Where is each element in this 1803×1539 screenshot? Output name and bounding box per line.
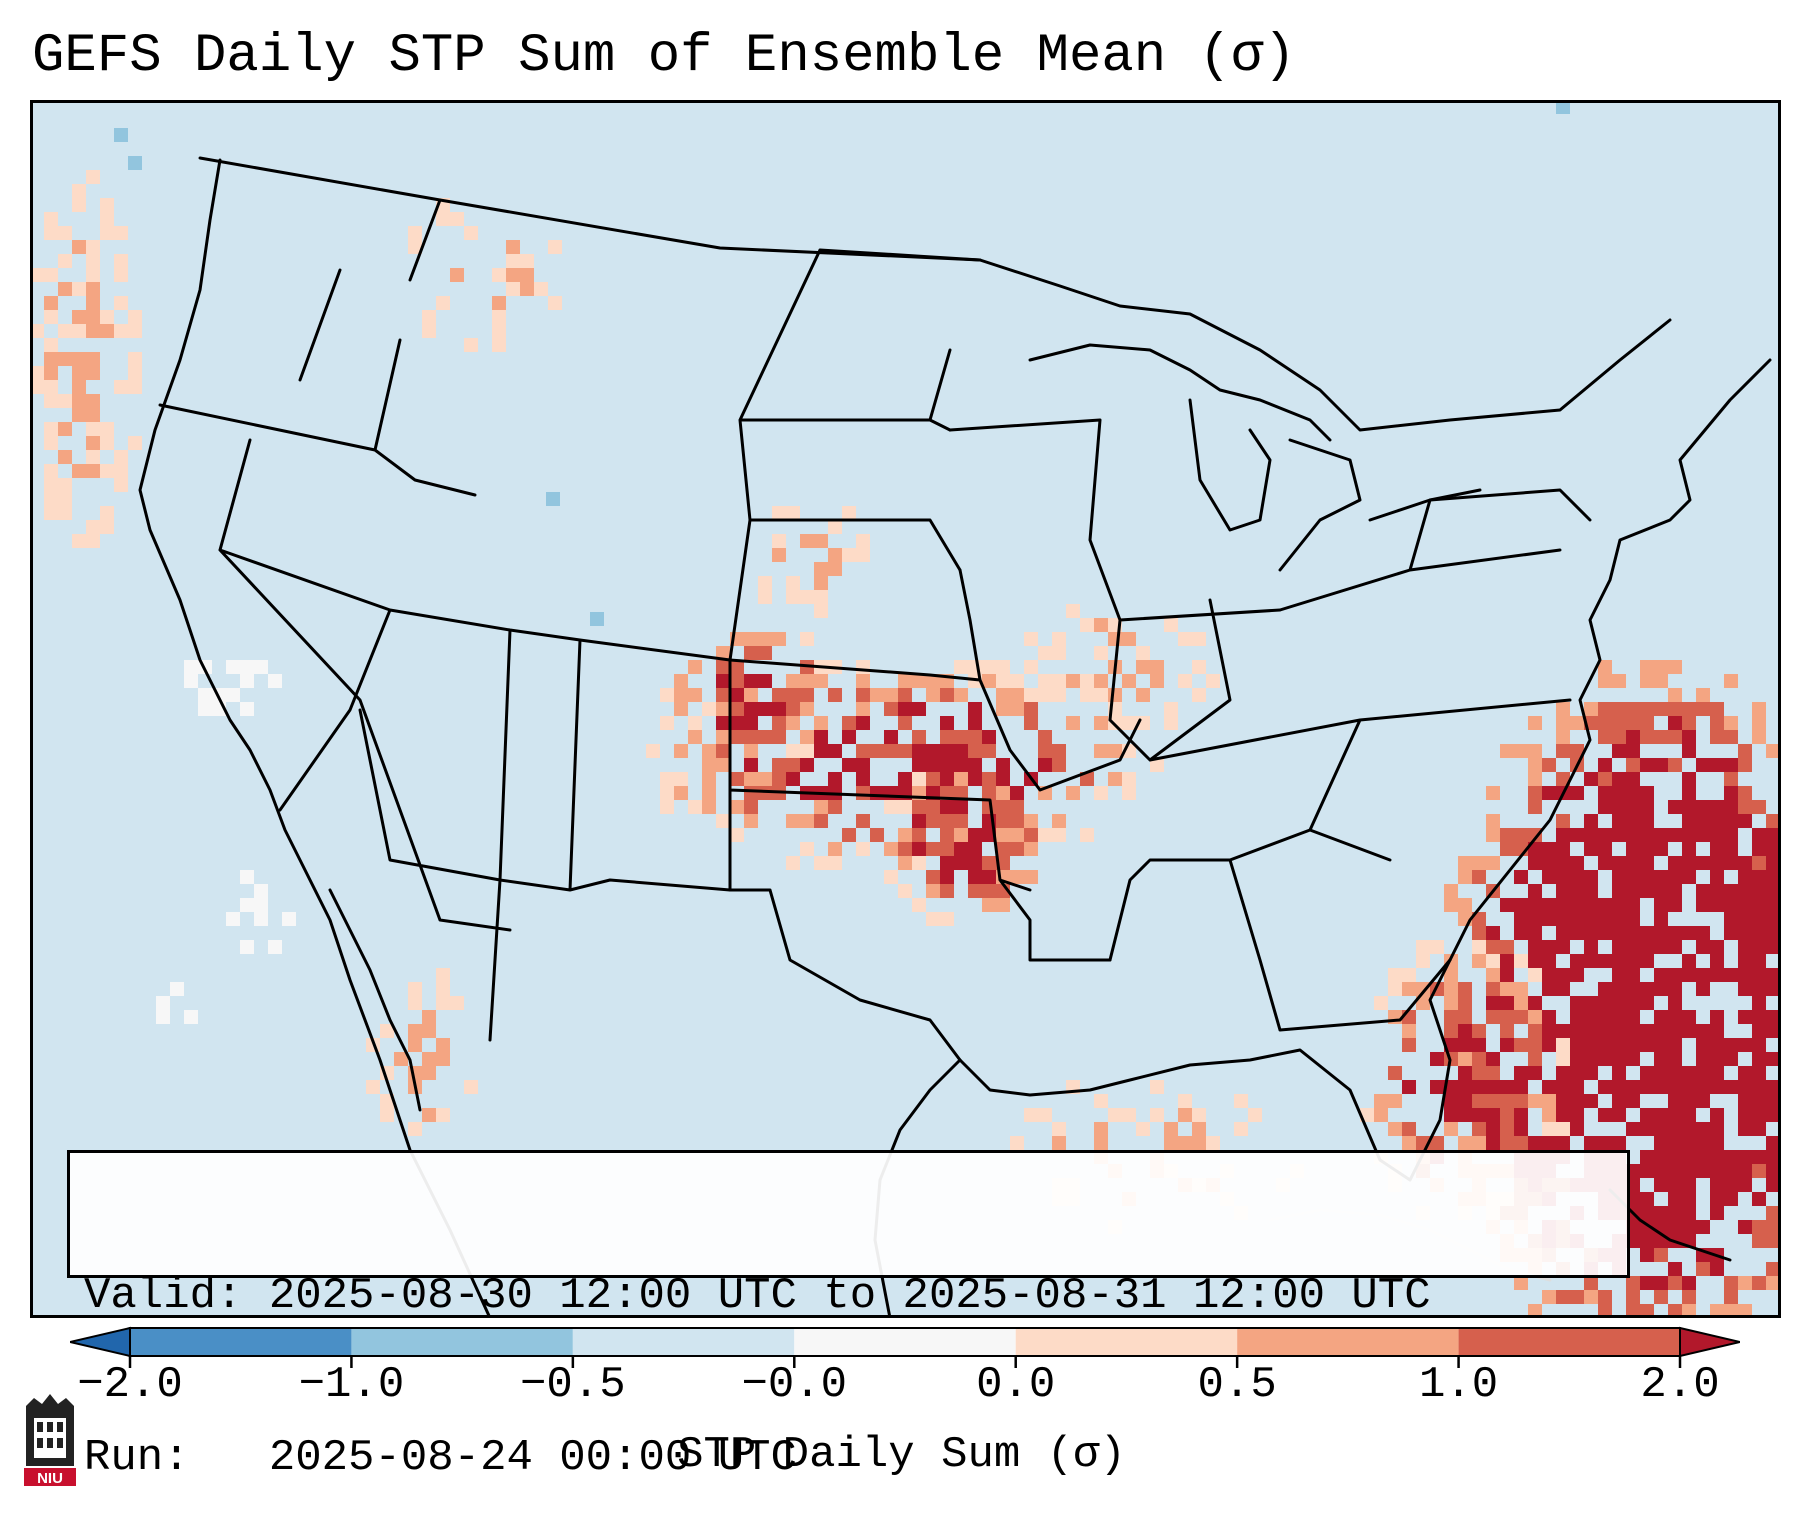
colorbar-frame	[129, 1327, 1681, 1357]
colorbar-bin	[1015, 1328, 1238, 1356]
run-time-text: Run: 2025-08-24 00:00 UTC	[84, 1433, 797, 1483]
gulf-coastline	[958, 958, 1452, 1182]
great-lakes	[1028, 343, 1482, 572]
valid-time-text: Valid: 2025-08-30 12:00 UTC to 2025-08-3…	[84, 1271, 1431, 1321]
colorbar-extend-high	[1679, 1326, 1741, 1358]
colorbar-tick-label: −1.0	[298, 1360, 405, 1410]
us-canada-border	[198, 156, 1672, 432]
colorbar-bin	[794, 1328, 1016, 1356]
atlantic-coastline	[1448, 358, 1772, 962]
bahamas-outline	[1608, 1188, 1732, 1262]
colorbar-bin	[351, 1328, 573, 1356]
colorbar-tick-label: −0.5	[520, 1360, 626, 1410]
colorbar-extend-low	[69, 1326, 131, 1358]
map-panel[interactable]	[30, 100, 1781, 1318]
colorbar-bin	[1237, 1328, 1459, 1356]
colorbar-bin	[1458, 1328, 1680, 1356]
chart-title: GEFS Daily STP Sum of Ensemble Mean (σ)	[32, 26, 1296, 87]
state-lines-west	[158, 198, 732, 1042]
colorbar-bin	[130, 1328, 352, 1356]
colorbar-tick-label: 0.5	[1197, 1360, 1277, 1410]
colorbar-tick-label: −2.0	[77, 1360, 183, 1410]
state-lines-east	[928, 348, 1592, 1032]
colorbar-tick-label: −0.0	[741, 1360, 848, 1410]
colorbar-tick-label: 0.0	[976, 1360, 1056, 1410]
baja-coastline	[328, 888, 422, 1112]
colorbar-bin	[572, 1328, 795, 1356]
colorbar-tick-label: 1.0	[1418, 1360, 1499, 1410]
colorbar-tick-label: 2.0	[1640, 1360, 1720, 1410]
logo-text: NIU	[37, 1470, 63, 1487]
map-frame	[30, 100, 1781, 1318]
niu-logo: NIU	[20, 1392, 80, 1488]
validity-info-box: Valid: 2025-08-30 12:00 UTC to 2025-08-3…	[67, 1150, 1630, 1483]
colorbar-label: STP Daily Sum (σ)	[677, 1430, 1126, 1480]
university-tower-icon	[26, 1394, 74, 1466]
pacific-coastline	[138, 158, 492, 1318]
colorbar	[69, 1318, 1741, 1370]
